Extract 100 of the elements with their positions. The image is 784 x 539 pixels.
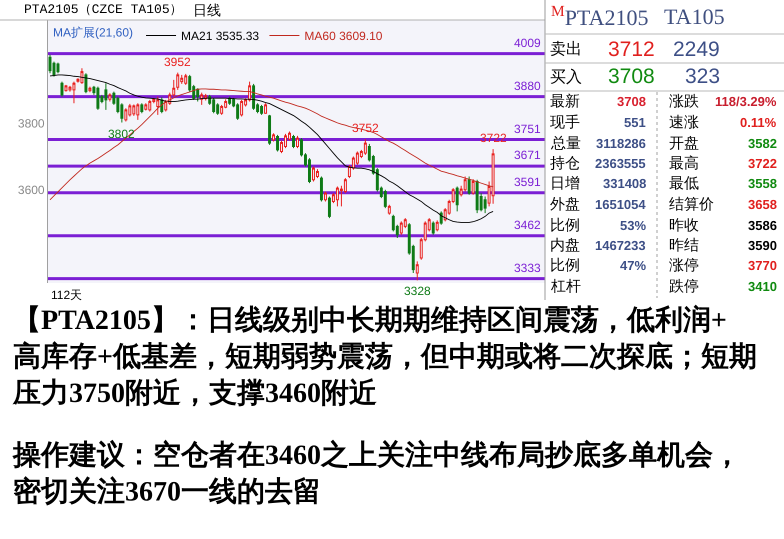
candlestick [132, 104, 136, 116]
candlestick [296, 135, 299, 149]
text: $^{M}$PTA2105 [551, 3, 648, 30]
text: 最新 [550, 93, 580, 110]
candlestick [156, 96, 160, 116]
candlestick [184, 73, 188, 86]
x-axis-title: 112天 [51, 288, 82, 302]
ref-line-label: 3751 [514, 122, 542, 136]
candlestick [252, 83, 256, 110]
candlestick [272, 132, 276, 142]
text: 最低 [669, 175, 699, 192]
candlestick [388, 204, 391, 216]
candlestick [84, 72, 88, 94]
candlestick [108, 92, 112, 102]
candlestick [196, 88, 200, 102]
candlestick [492, 148, 495, 204]
ref-line-label: 3880 [514, 79, 542, 93]
candlestick [484, 196, 487, 214]
candlestick [136, 102, 140, 120]
text: 比例 [550, 217, 580, 234]
candlestick [212, 98, 216, 114]
candlestick [60, 81, 64, 98]
text: 日增 [550, 175, 580, 192]
candlestick [472, 178, 475, 196]
candlestick [320, 176, 323, 202]
text: 3722 [748, 156, 777, 171]
candlestick [400, 220, 403, 236]
legend-title: MA扩展(21,60) [53, 26, 134, 40]
text: 操作建议：空仓者在3460之上关注中线布局抄底多单机会，密切关注3670一线的去留 [12, 439, 741, 508]
ref-line-label: 3591 [514, 175, 542, 189]
candlestick [56, 62, 60, 74]
text: 结算价 [669, 196, 714, 213]
text: 现手 [550, 114, 580, 131]
text: 53% [620, 218, 646, 233]
text: 3558 [748, 176, 777, 191]
text: 跌停 [669, 278, 699, 295]
text: 最高 [669, 155, 699, 172]
candlestick [268, 114, 272, 146]
candlestick [72, 81, 76, 104]
text: 【PTA2105】：日线级别中长期期维持区间震荡，低利润+高库存+低基差，短期弱势震荡，但中期或将二次探底；短期压力3750附近，支撑3460附近 [12, 304, 757, 409]
candlestick [284, 133, 287, 149]
candlestick [384, 189, 387, 209]
candlestick [328, 196, 331, 219]
text: 3586 [748, 218, 777, 233]
candlestick [476, 179, 479, 214]
ref-line-label: 3462 [514, 218, 542, 232]
text: 比例 [550, 257, 580, 274]
candlestick [316, 168, 319, 179]
text: 总量 [550, 135, 581, 152]
text: 昨结 [669, 237, 699, 254]
text: 内盘 [550, 237, 580, 254]
text: 2363555 [595, 156, 646, 171]
candlestick [216, 102, 220, 116]
candlestick [140, 102, 144, 114]
text: 0.11% [740, 115, 777, 130]
candlestick [248, 81, 252, 102]
chart-subtitle: 日线 [193, 2, 221, 18]
candlestick [64, 84, 68, 92]
candlestick [324, 190, 327, 202]
candlestick [96, 86, 100, 110]
text: 3712 [608, 38, 655, 61]
text: 118/3.29% [715, 94, 777, 109]
legend-label: MA60 3609.10 [304, 29, 383, 44]
legend-label: MA21 3535.33 [181, 29, 260, 44]
text: 杠杆 [550, 278, 581, 295]
text: 1651054 [595, 197, 646, 212]
candlestick [88, 86, 92, 93]
candlestick [176, 72, 180, 90]
candlestick [128, 103, 132, 118]
candlestick [260, 104, 264, 116]
annotation: 3722 [480, 131, 508, 145]
text: 涨跌 [669, 93, 699, 110]
text: 3770 [748, 258, 777, 273]
text: 速涨 [669, 114, 699, 131]
text: 持仓 [550, 155, 580, 172]
text: 昨收 [669, 217, 699, 234]
candlestick [148, 99, 152, 112]
text: 卖出 [550, 40, 582, 58]
ref-line-label: 3671 [514, 148, 542, 162]
candlestick [204, 93, 208, 102]
candlestick [312, 166, 315, 182]
text: 3582 [748, 136, 777, 151]
candlestick [456, 186, 459, 212]
ref-line-label: 4009 [514, 36, 542, 50]
text: 3708 [617, 94, 646, 109]
candlestick [264, 102, 268, 114]
y-tick-label: 3600 [18, 182, 45, 197]
candlestick [80, 68, 84, 84]
chart-title: PTA2105（CZCE TA105） [24, 2, 183, 17]
text: 3708 [608, 65, 655, 88]
ref-line-label: 3333 [514, 261, 542, 275]
text: 331408 [603, 176, 646, 191]
text: 1467233 [595, 238, 646, 253]
candlestick [104, 82, 108, 110]
candlestick [48, 54, 52, 74]
candlestick [276, 134, 280, 152]
text: 3590 [748, 238, 777, 253]
candlestick [124, 108, 128, 122]
text: 买入 [550, 68, 582, 86]
candlestick [468, 176, 471, 196]
